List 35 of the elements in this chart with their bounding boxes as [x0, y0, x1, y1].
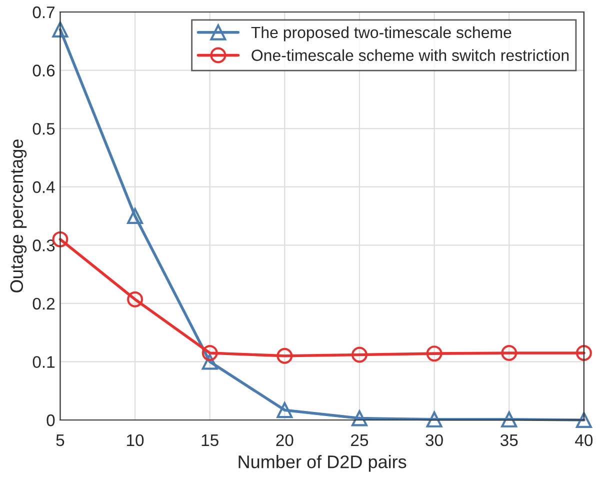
y-tick-label: 0.3 [32, 240, 55, 252]
point [202, 344, 218, 361]
x-tick-label: 15 [202, 434, 218, 446]
point [351, 346, 368, 363]
y-axis-title: Outage percentage [10, 140, 27, 292]
x-tick-label: 30 [426, 434, 443, 446]
point [576, 412, 592, 428]
point [576, 344, 592, 361]
x-tick-label: 10 [127, 434, 144, 446]
point [127, 291, 144, 308]
y-tick-label: 0.1 [32, 356, 55, 368]
point [501, 344, 518, 361]
y-tick-label: 0.6 [32, 64, 55, 76]
y-tick-label: 0.4 [32, 181, 55, 194]
point [127, 208, 144, 224]
point [276, 348, 293, 364]
point [426, 346, 442, 362]
x-tick-label: 20 [276, 434, 294, 446]
point [501, 411, 518, 428]
x-tick-label: 5 [56, 434, 64, 446]
x-tick-label: 40 [575, 434, 593, 446]
y-tick-label: 0.5 [32, 122, 55, 135]
point [202, 354, 218, 370]
legend-label: The proposed two-timescale scheme [251, 26, 512, 42]
point [351, 410, 368, 426]
point [426, 411, 442, 428]
x-axis-title: Number of D2D pairs [238, 454, 406, 472]
y-tick-label: 0.2 [32, 298, 55, 310]
point [52, 21, 68, 38]
y-tick-label: 0 [46, 414, 55, 426]
legend-label: One-timescale scheme with switch restriction [252, 49, 569, 61]
x-tick-label: 35 [500, 434, 518, 446]
x-tick-label: 25 [351, 434, 368, 446]
point [276, 402, 293, 418]
y-tick-label: 0.7 [32, 6, 55, 18]
